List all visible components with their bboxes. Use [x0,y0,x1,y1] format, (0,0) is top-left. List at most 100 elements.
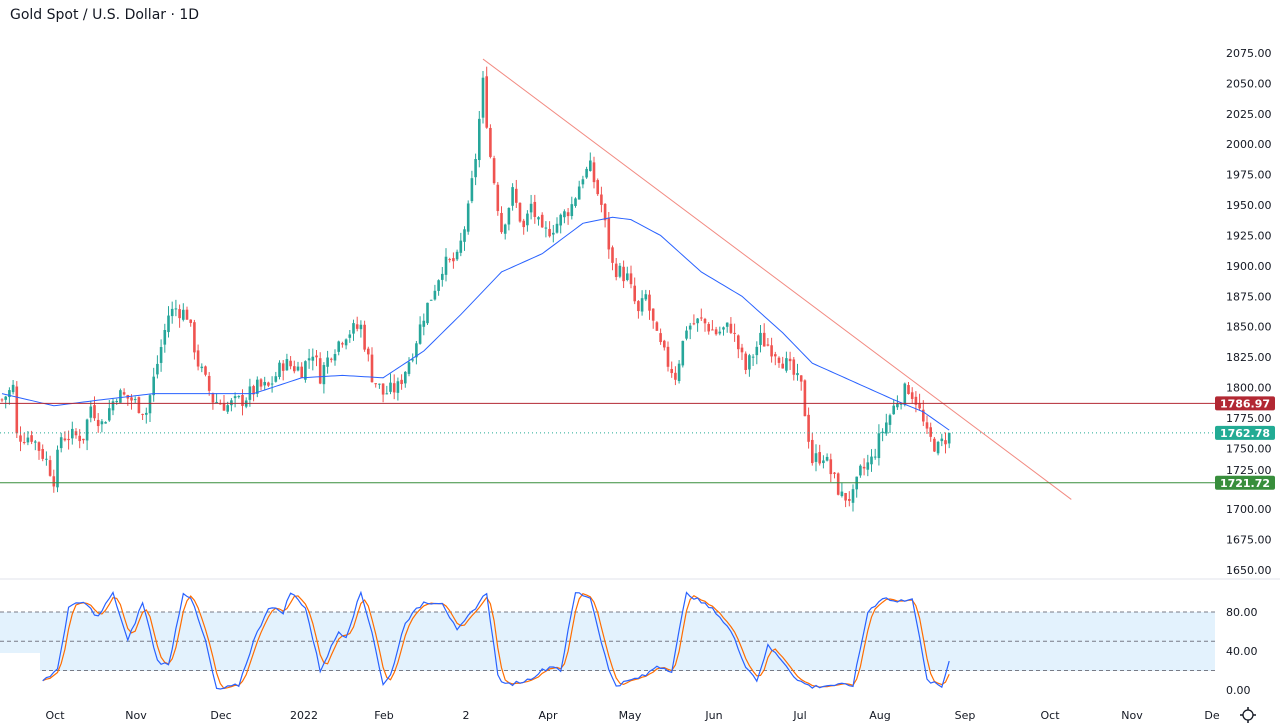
candle-body [744,353,747,370]
candle-body [851,489,855,503]
stoch-d-line [42,593,950,690]
candle-body [840,491,844,497]
candle-body [799,375,803,382]
candle-body [141,413,144,415]
stoch-k-line [42,590,950,690]
candle-body [96,419,100,427]
candle-body [404,371,407,384]
candle-body [170,308,174,317]
time-axis-label: Dec [210,709,231,722]
candle-body [873,456,877,458]
candle-body [700,317,703,319]
candle-body [211,393,215,403]
time-axis-label: Oct [1040,709,1060,722]
candle-body [485,76,488,128]
candle-body [359,324,363,330]
candle-body [137,397,141,413]
candle-body [307,358,311,361]
candle-body [67,438,70,441]
price-axis-label: 1675.00 [1226,534,1272,547]
candle-body [130,397,133,401]
candle-body [437,280,440,291]
candle-body [448,259,451,261]
candle-body [122,392,126,395]
candle-body [156,363,159,375]
time-axis-label: Apr [538,709,558,722]
candle-body [707,324,710,332]
candle-body [322,365,326,385]
support-tag-label: 1721.72 [1220,477,1270,490]
candle-body [670,368,673,374]
candle-body [648,294,651,311]
candle-body [374,383,377,385]
candle-body [766,344,770,346]
candle-body [230,400,233,406]
candle-body [182,309,185,320]
candle-body [907,385,910,395]
candle-body [304,361,307,380]
candle-body [237,396,241,398]
candle-body [722,327,725,330]
candle-body [940,438,944,442]
candle-body [807,414,810,442]
candle-body [163,329,167,345]
candle-body [48,460,52,476]
candle-body [22,441,26,443]
resistance-tag [1215,396,1275,411]
candle-body [718,331,722,334]
candle-body [696,318,699,324]
candle-body [777,357,781,363]
candle-body [396,381,400,393]
candle-body [829,459,833,475]
ma50-line [1,216,950,431]
candle-body [526,213,529,226]
candle-body [433,290,437,300]
candle-body [241,394,244,406]
trendline[interactable] [482,58,1072,500]
candle-body [518,202,522,222]
candle-body [540,214,544,228]
candle-body [755,346,759,356]
candle-body [607,218,611,250]
candle-body [611,247,614,263]
candle-body [333,354,337,361]
time-axis-label: May [619,709,642,722]
candle-body [0,399,4,401]
candle-body [655,322,659,331]
price-axis-label: 1925.00 [1226,229,1272,242]
candle-body [259,379,263,387]
candle-body [26,437,30,443]
candle-body [592,162,596,183]
candle-body [885,422,888,434]
candle-body [577,186,581,200]
candle-body [748,355,751,370]
candle-body [618,265,622,277]
candle-body [903,383,907,405]
candle-body [596,180,599,195]
candle-body [922,409,925,422]
resistance-tag-label: 1786.97 [1220,397,1270,410]
time-axis-label: Nov [1121,709,1143,722]
price-axis-label: 1700.00 [1226,503,1272,516]
candle-body [215,401,218,403]
candle-body [833,472,836,474]
candle-body [281,363,285,371]
candle-body [315,355,318,358]
candle-body [825,456,829,461]
stoch-axis-label: 0.00 [1226,684,1251,697]
last-price-tag [1215,425,1275,440]
candle-body [559,214,562,226]
candle-body [252,386,255,395]
candle-body [500,212,503,233]
candle-body [378,383,381,385]
time-axis-label: Sep [955,709,976,722]
candle-body [341,343,344,345]
candle-body [466,203,470,232]
price-axis-label: 1775.00 [1226,412,1272,425]
candle-body [481,77,485,118]
candle-body [145,412,148,415]
settings-gear-icon[interactable] [1240,707,1256,723]
candle-body [581,179,585,185]
candle-body [8,390,11,398]
